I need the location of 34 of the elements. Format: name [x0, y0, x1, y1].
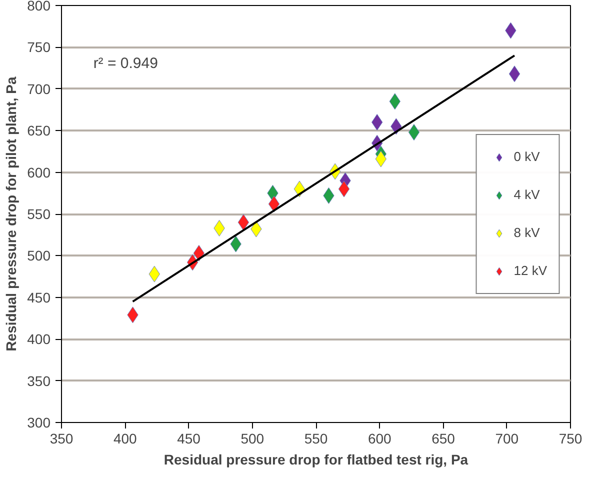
x-tick-label: 500 — [240, 430, 264, 446]
point — [508, 66, 520, 82]
y-tick-label: 800 — [27, 0, 51, 14]
y-tick-label: 700 — [27, 80, 51, 97]
y-tick-label: 550 — [27, 206, 51, 222]
x-tick-label: 750 — [558, 430, 582, 446]
x-tick-label: 450 — [177, 430, 201, 446]
y-tick-label: 400 — [27, 331, 51, 348]
y-tick-label: 650 — [27, 122, 51, 139]
y-tick-label: 300 — [27, 414, 51, 430]
point — [408, 124, 420, 141]
annotation: r² = 0.949 — [93, 55, 158, 72]
x-axis-title: Residual pressure drop for flatbed test rig, Pa — [164, 452, 468, 468]
x-tick-label: 650 — [432, 430, 456, 446]
legend-label: 4 kV — [514, 187, 540, 202]
legend-label: 8 kV — [514, 225, 540, 240]
x-tick-label: 350 — [50, 430, 74, 446]
legend-label: 12 kV — [514, 263, 547, 278]
point — [338, 180, 350, 198]
point — [371, 114, 383, 131]
y-tick-label: 750 — [27, 39, 51, 56]
y-tick-label: 450 — [27, 289, 51, 306]
x-tick-label: 700 — [495, 430, 519, 446]
point — [238, 214, 250, 231]
x-tick-label: 400 — [113, 430, 138, 446]
y-tick-label: 500 — [27, 248, 51, 264]
legend-label: 0 kV — [514, 149, 540, 164]
y-axis-title: Residual pressure drop for pilot plant, Pa — [3, 76, 20, 352]
y-tick-label: 350 — [27, 372, 51, 389]
y-tick-label: 600 — [27, 164, 51, 180]
point — [268, 196, 280, 212]
point — [193, 244, 205, 262]
x-tick-label: 600 — [368, 430, 392, 446]
x-tick-label: 550 — [304, 430, 328, 446]
